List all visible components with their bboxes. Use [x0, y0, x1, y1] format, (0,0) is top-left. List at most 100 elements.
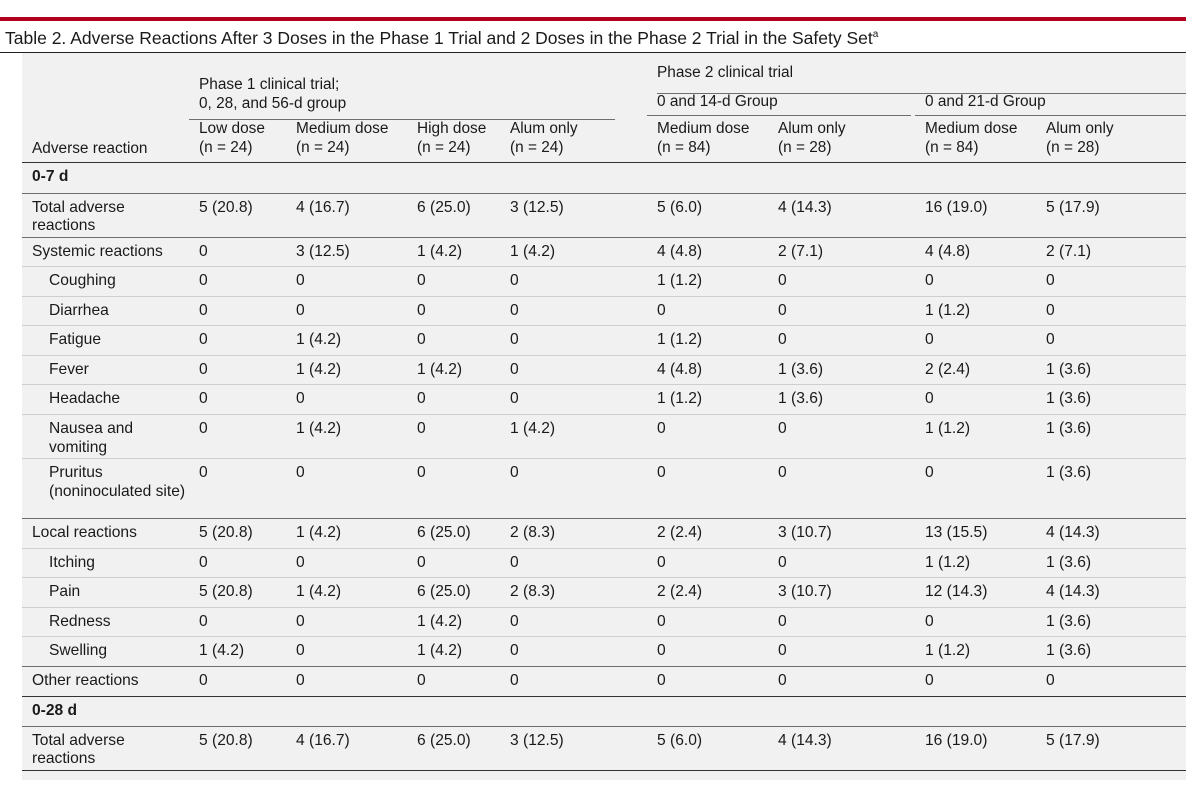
- table-cell: 0: [510, 612, 519, 630]
- column-gap: [615, 326, 647, 356]
- col-n: (n = 24): [510, 138, 564, 156]
- column-gap: [615, 193, 647, 237]
- table-cell: 0: [510, 360, 519, 378]
- column-gap: [615, 726, 647, 770]
- table-cell: 0: [778, 464, 787, 482]
- row-label: Fatigue: [49, 331, 102, 349]
- col-n: (n = 24): [199, 138, 253, 156]
- column-gap: [615, 459, 647, 519]
- table-cell: 4 (4.8): [657, 242, 703, 260]
- col-label: Alum only: [778, 120, 846, 137]
- table-cell: 0: [199, 612, 208, 630]
- table-cell: 1 (4.2): [296, 360, 342, 378]
- table-cell: 3 (12.5): [510, 731, 564, 749]
- table-cell: 1 (1.2): [925, 553, 971, 571]
- column-gap: [615, 385, 647, 415]
- group-14d-rule: [647, 115, 911, 116]
- phase1-header: Phase 1 clinical trial; 0, 28, and 56-d …: [189, 53, 615, 115]
- row-label: Other reactions: [32, 672, 139, 690]
- table-cell: 0: [199, 390, 208, 408]
- group-14d-label: 0 and 14-d Group: [657, 93, 778, 110]
- table-cell: 0: [296, 301, 305, 319]
- table-cell: 0: [510, 464, 519, 482]
- table-cell: 0: [417, 553, 426, 571]
- section-row: 0-7 d: [22, 163, 1186, 193]
- table-cell: 5 (20.8): [199, 198, 253, 216]
- table-cell: 0: [510, 642, 519, 660]
- table-cell: 4 (16.7): [296, 731, 350, 749]
- table-cell: 1 (4.2): [296, 331, 342, 349]
- col-n: (n = 24): [296, 138, 350, 156]
- table-cell: 0: [417, 420, 426, 438]
- table-cell: 0: [417, 331, 426, 349]
- table-cell: 0: [657, 553, 666, 571]
- column-gap: [615, 607, 647, 637]
- column-gap: [615, 296, 647, 326]
- col-label: Alum only: [1046, 120, 1114, 137]
- table-header: Phase 1 clinical trial; 0, 28, and 56-d …: [22, 53, 1187, 120]
- table-cell: 5 (17.9): [1046, 731, 1100, 749]
- column-header-table: Adverse reaction Low dose (n = 24) Medium…: [22, 120, 1186, 163]
- row-label: Fever: [49, 360, 89, 378]
- section-row: 0-28 d: [22, 696, 1186, 727]
- row-label: Pruritus (noninoculated site): [49, 464, 186, 500]
- table-cell: 0: [1046, 672, 1055, 690]
- table-cell: 0: [1046, 331, 1055, 349]
- table-cell: 0: [296, 553, 305, 571]
- row-label: Swelling: [49, 642, 108, 660]
- table-row: Local reactions 5 (20.8) 1 (4.2) 6 (25.0) 2 …: [22, 519, 1186, 549]
- table-cell: 1 (1.2): [657, 331, 703, 349]
- table-cell: 1 (4.2): [296, 524, 342, 542]
- row-label: Coughing: [49, 272, 116, 290]
- table-title: Table 2. Adverse Reactions After 3 Doses…: [5, 22, 878, 51]
- group-21d-rule: [915, 115, 1186, 116]
- table-cell: 5 (17.9): [1046, 198, 1100, 216]
- column-gap: [615, 237, 647, 267]
- col-label: Low dose: [199, 120, 265, 137]
- table-cell: 1 (3.6): [1046, 464, 1092, 482]
- col-header-21d-alum: Alum only (n = 28): [1036, 120, 1186, 162]
- table-cell: 0: [778, 642, 787, 660]
- table-cell: 1 (3.6): [1046, 553, 1092, 571]
- table-cell: 1 (4.2): [417, 642, 463, 660]
- table-cell: 0: [925, 272, 934, 290]
- table-cell: 0: [657, 420, 666, 438]
- table-cell: 0: [1046, 301, 1055, 319]
- table-cell: 16 (19.0): [925, 198, 988, 216]
- column-gap: [615, 355, 647, 385]
- header-gap: [615, 53, 647, 115]
- header-spacer-1: [22, 115, 189, 119]
- table-cell: 0: [510, 331, 519, 349]
- table-row: Headache 0 0 0 0 1 (1.2) 1 (3.6) 0 1 (3.6): [22, 385, 1186, 415]
- title-rule: [0, 52, 1186, 53]
- table-cell: 0: [510, 272, 519, 290]
- table-cell: 0: [778, 331, 787, 349]
- table-cell: 2 (7.1): [778, 242, 824, 260]
- row-label: Total adverse reactions: [32, 731, 125, 768]
- table-cell: 4 (14.3): [778, 731, 832, 749]
- column-gap: [615, 519, 647, 549]
- accent-rule: [0, 17, 1186, 21]
- table-cell: 3 (10.7): [778, 524, 832, 542]
- table-row: Swelling 1 (4.2) 0 1 (4.2) 0 0 0 1 (1.2) 1 (3.6): [22, 637, 1186, 667]
- table-row: Nausea and vomiting 0 1 (4.2) 0 1 (4.2) 0 0 1 (…: [22, 415, 1186, 459]
- table-cell: 0: [778, 301, 787, 319]
- col-header-14d-alum: Alum only (n = 28): [768, 120, 915, 162]
- col-n: (n = 24): [417, 138, 471, 156]
- table-cell: 4 (14.3): [1046, 524, 1100, 542]
- header-stub-spacer: [22, 53, 189, 115]
- col-label: High dose: [417, 120, 487, 137]
- table-cell: 0: [925, 672, 934, 690]
- table-cell: 5 (6.0): [657, 731, 703, 749]
- column-gap: [615, 548, 647, 578]
- section-label: 0-28 d: [32, 701, 78, 719]
- table-cell: 2 (2.4): [657, 524, 703, 542]
- table-cell: 0: [296, 464, 305, 482]
- phase2-header-text: Phase 2 clinical trial: [657, 64, 1187, 94]
- row-label: Nausea and vomiting: [49, 420, 134, 456]
- table-cell: 0: [417, 301, 426, 319]
- row-label: Pain: [49, 583, 81, 601]
- title-footnote-marker: a: [872, 29, 879, 40]
- table-row: Total adverse reactions 5 (20.8) 4 (16.7) 6…: [22, 726, 1186, 771]
- table-cell: 0: [199, 672, 208, 690]
